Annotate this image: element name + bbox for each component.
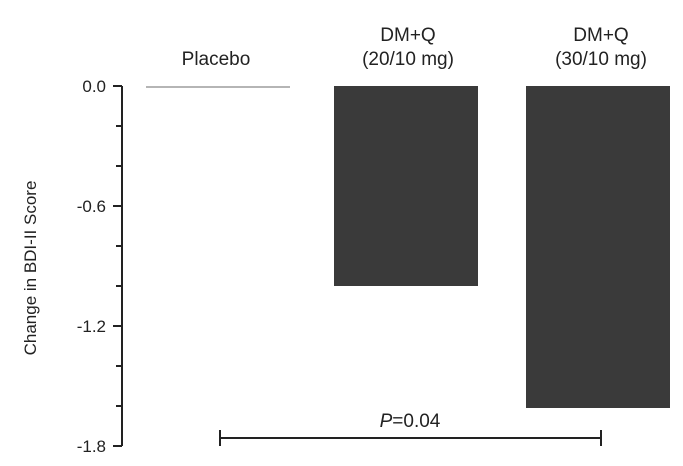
bar-placebo [146,86,290,88]
bars-group [146,86,670,408]
significance-annotation: P=0.04 [219,411,602,446]
y-tick-label: 0.0 [82,77,106,96]
y-axis: 0.0 -0.6 -1.2 -1.8 [77,77,123,456]
y-tick-label: -0.6 [77,197,106,216]
y-tick-label: -1.2 [77,317,106,336]
category-label: DM+Q [380,25,435,46]
p-value: =0.04 [392,411,441,432]
category-label: (20/10 mg) [362,49,454,70]
p-value-label: P=0.04 [380,411,441,432]
y-tick-label: -1.8 [77,437,106,456]
category-label: (30/10 mg) [555,49,647,70]
y-axis-label: Change in BDI-II Score [21,181,40,356]
category-label: DM+Q [573,25,628,46]
category-label: Placebo [182,49,251,70]
bar-dmq-2 [526,86,670,408]
p-symbol: P [380,411,393,432]
bar-dmq-1 [334,86,478,286]
category-labels: Placebo DM+Q (20/10 mg) DM+Q (30/10 mg) [182,25,647,70]
